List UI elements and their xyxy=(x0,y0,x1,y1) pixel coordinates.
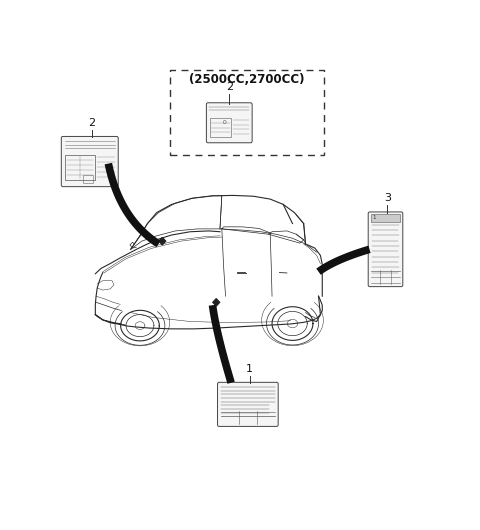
Bar xyxy=(65,155,95,180)
FancyBboxPatch shape xyxy=(217,382,278,427)
Polygon shape xyxy=(213,299,219,306)
FancyBboxPatch shape xyxy=(206,103,252,143)
Bar xyxy=(371,215,400,222)
Text: 2: 2 xyxy=(88,118,95,128)
Bar xyxy=(210,118,231,137)
Polygon shape xyxy=(159,237,166,245)
Text: (2500CC,2700CC): (2500CC,2700CC) xyxy=(189,73,305,86)
Text: 3: 3 xyxy=(384,193,391,204)
FancyBboxPatch shape xyxy=(61,136,118,187)
FancyBboxPatch shape xyxy=(368,212,403,287)
Bar xyxy=(170,70,324,155)
Text: 1: 1 xyxy=(246,364,253,374)
Text: 2: 2 xyxy=(226,82,233,92)
Text: 1: 1 xyxy=(372,215,376,220)
Bar xyxy=(83,175,93,183)
